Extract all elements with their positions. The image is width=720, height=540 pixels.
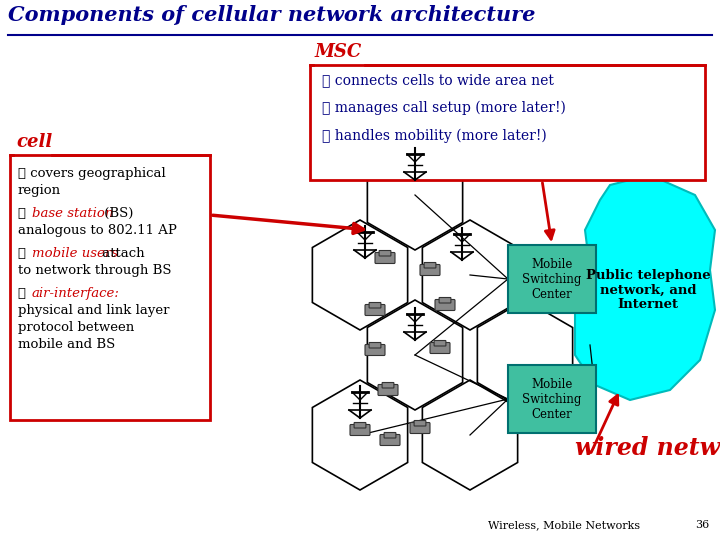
Text: cell: cell: [16, 133, 53, 151]
FancyBboxPatch shape: [384, 433, 396, 438]
Text: MSC: MSC: [315, 43, 362, 61]
Text: ❖ manages call setup (more later!): ❖ manages call setup (more later!): [322, 100, 566, 115]
FancyBboxPatch shape: [435, 300, 455, 310]
Polygon shape: [575, 175, 715, 400]
FancyBboxPatch shape: [410, 422, 430, 434]
FancyBboxPatch shape: [378, 384, 398, 395]
FancyBboxPatch shape: [414, 421, 426, 426]
Text: 36: 36: [695, 520, 709, 530]
Text: ❖ connects cells to wide area net: ❖ connects cells to wide area net: [322, 73, 554, 87]
FancyBboxPatch shape: [434, 341, 446, 346]
Text: analogous to 802.11 AP: analogous to 802.11 AP: [18, 224, 177, 237]
Text: physical and link layer: physical and link layer: [18, 304, 169, 317]
Text: region: region: [18, 184, 61, 197]
FancyBboxPatch shape: [420, 265, 440, 275]
Text: ❖ handles mobility (more later!): ❖ handles mobility (more later!): [322, 129, 546, 143]
FancyBboxPatch shape: [375, 253, 395, 264]
FancyBboxPatch shape: [365, 305, 385, 315]
Text: (BS): (BS): [100, 207, 133, 220]
Text: ❖: ❖: [18, 287, 30, 300]
FancyBboxPatch shape: [354, 422, 366, 428]
Text: ❖: ❖: [18, 207, 30, 220]
FancyBboxPatch shape: [508, 365, 596, 433]
Text: attach: attach: [98, 247, 145, 260]
FancyBboxPatch shape: [380, 435, 400, 446]
Text: ❖ covers geographical: ❖ covers geographical: [18, 167, 166, 180]
Text: to network through BS: to network through BS: [18, 264, 171, 277]
FancyBboxPatch shape: [369, 302, 381, 308]
Text: ❖: ❖: [18, 247, 30, 260]
FancyBboxPatch shape: [379, 251, 391, 256]
FancyBboxPatch shape: [382, 382, 394, 388]
Text: wired network: wired network: [575, 436, 720, 460]
Text: Mobile
Switching
Center: Mobile Switching Center: [522, 258, 582, 300]
Text: mobile users: mobile users: [32, 247, 118, 260]
FancyBboxPatch shape: [369, 342, 381, 348]
FancyBboxPatch shape: [439, 298, 451, 303]
Text: base station: base station: [32, 207, 113, 220]
FancyBboxPatch shape: [430, 342, 450, 354]
FancyBboxPatch shape: [310, 65, 705, 180]
Text: Mobile
Switching
Center: Mobile Switching Center: [522, 377, 582, 421]
Text: Components of cellular network architecture: Components of cellular network architect…: [8, 5, 536, 25]
Text: air-interface:: air-interface:: [32, 287, 120, 300]
FancyBboxPatch shape: [350, 424, 370, 435]
FancyBboxPatch shape: [10, 155, 210, 420]
Text: protocol between: protocol between: [18, 321, 134, 334]
Text: Wireless, Mobile Networks: Wireless, Mobile Networks: [488, 520, 640, 530]
Text: mobile and BS: mobile and BS: [18, 338, 115, 351]
FancyBboxPatch shape: [365, 345, 385, 355]
FancyBboxPatch shape: [508, 245, 596, 313]
Text: Public telephone
network, and
Internet: Public telephone network, and Internet: [585, 268, 711, 312]
FancyBboxPatch shape: [424, 262, 436, 268]
